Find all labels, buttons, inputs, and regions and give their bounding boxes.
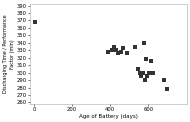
Point — [146, 75, 149, 77]
Point — [145, 58, 148, 60]
Point — [112, 46, 116, 48]
Point — [166, 88, 169, 90]
Point — [33, 21, 36, 23]
Point — [111, 49, 114, 51]
Y-axis label: Discharging Time / Performance
Factor (min): Discharging Time / Performance Factor (m… — [3, 15, 15, 93]
Point — [143, 79, 146, 81]
Point — [121, 47, 124, 49]
Point — [162, 79, 165, 81]
Point — [142, 42, 145, 44]
Point — [150, 61, 153, 62]
Point — [136, 68, 139, 70]
Point — [139, 75, 142, 77]
X-axis label: Age of Battery (days): Age of Battery (days) — [79, 114, 138, 119]
Point — [116, 52, 119, 54]
Point — [138, 72, 141, 74]
Point — [141, 72, 144, 74]
Point — [119, 51, 122, 53]
Point — [134, 46, 137, 48]
Point — [114, 49, 117, 51]
Point — [152, 72, 155, 74]
Point — [148, 72, 151, 74]
Point — [107, 51, 110, 53]
Point — [126, 52, 129, 54]
